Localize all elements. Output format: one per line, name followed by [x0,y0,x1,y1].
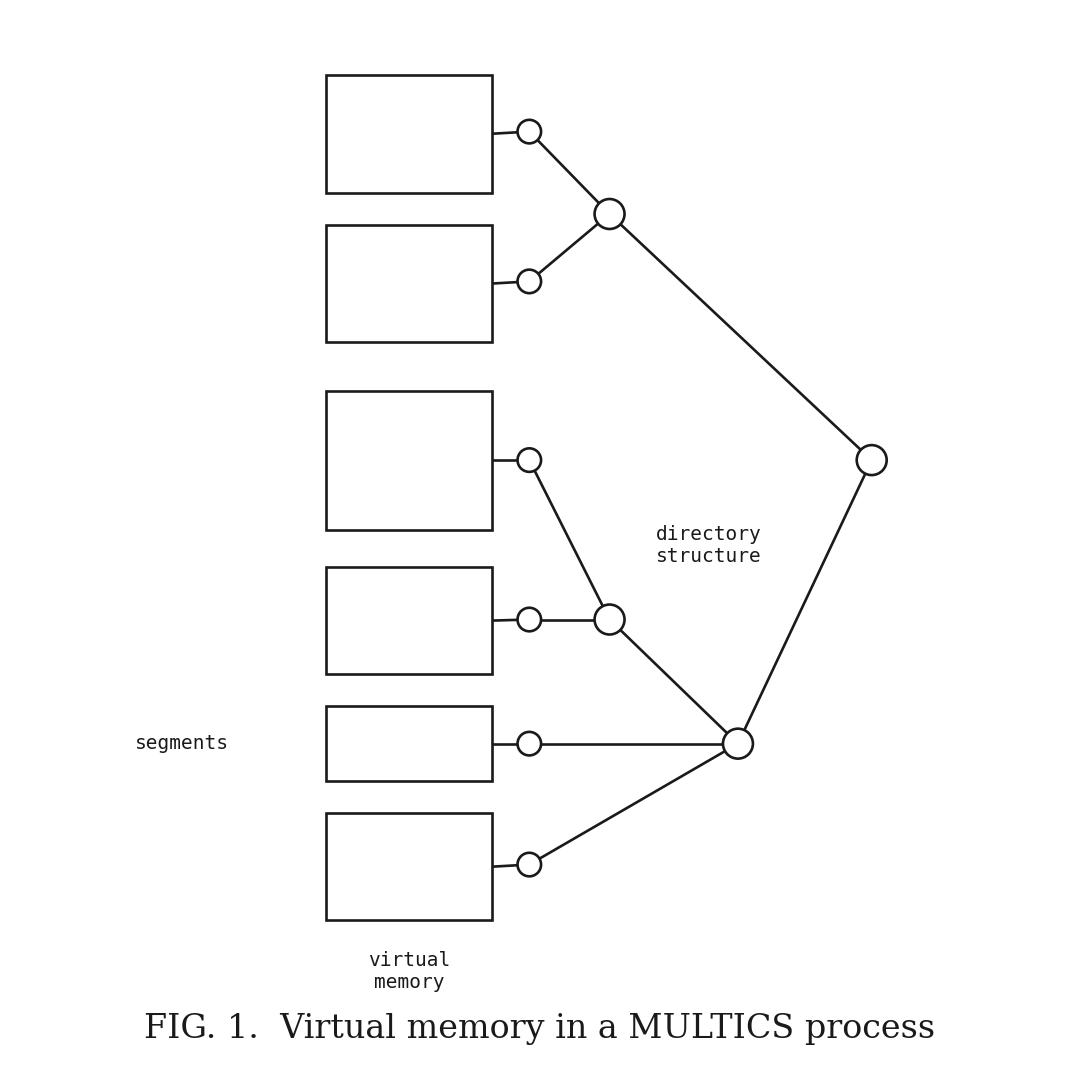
Text: directory
structure: directory structure [657,525,761,566]
FancyBboxPatch shape [326,706,491,781]
FancyBboxPatch shape [326,813,491,920]
Text: FIG. 1.  Virtual memory in a MULTICS process: FIG. 1. Virtual memory in a MULTICS proc… [145,1013,935,1045]
Circle shape [723,729,753,759]
Circle shape [517,853,541,876]
Circle shape [517,120,541,143]
FancyBboxPatch shape [326,391,491,530]
FancyBboxPatch shape [326,567,491,674]
Circle shape [595,605,624,635]
Text: virtual
memory: virtual memory [368,951,450,992]
Circle shape [517,732,541,755]
Text: segments: segments [135,734,229,753]
Circle shape [517,270,541,293]
FancyBboxPatch shape [326,75,491,193]
FancyBboxPatch shape [326,225,491,342]
Circle shape [517,608,541,631]
Circle shape [595,199,624,229]
Circle shape [517,448,541,472]
Circle shape [856,445,887,475]
